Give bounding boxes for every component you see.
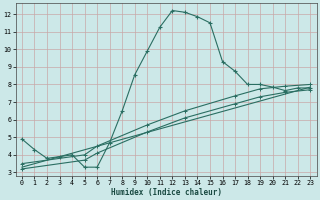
X-axis label: Humidex (Indice chaleur): Humidex (Indice chaleur)	[111, 188, 221, 197]
